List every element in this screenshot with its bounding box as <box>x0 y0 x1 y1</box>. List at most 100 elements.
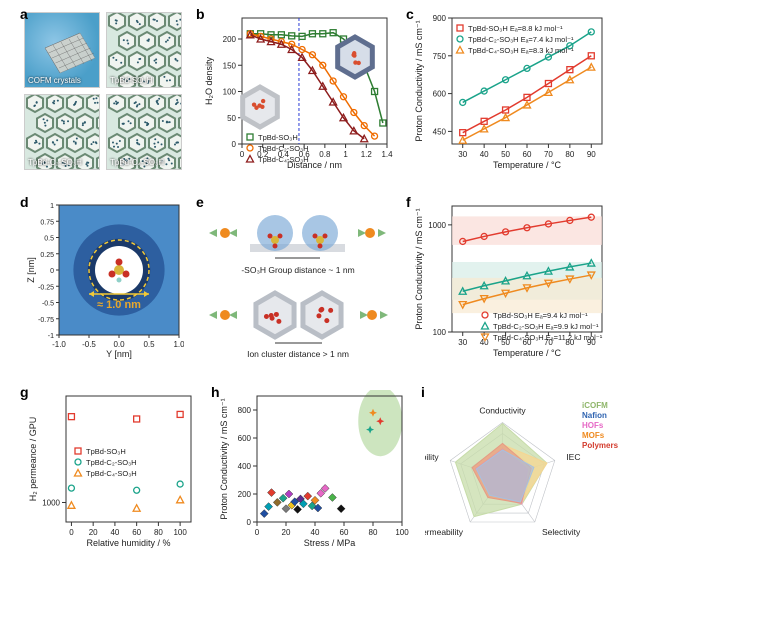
svg-text:TpBd-C₂-SO₃H: TpBd-C₂-SO₃H <box>86 458 137 467</box>
svg-text:H₂O density: H₂O density <box>204 56 214 105</box>
svg-text:0: 0 <box>50 268 54 275</box>
svg-text:Selectivity: Selectivity <box>542 527 581 537</box>
svg-text:0.25: 0.25 <box>40 252 54 259</box>
svg-text:TpBd-C₂-SO₃H Eₐ=7.4 kJ mol⁻¹: TpBd-C₂-SO₃H Eₐ=7.4 kJ mol⁻¹ <box>468 35 574 44</box>
panel-label-d: d <box>20 194 29 210</box>
panel-e: -SO₃H Group distance ~ 1 nmIon cluster d… <box>200 200 395 360</box>
svg-text:100: 100 <box>223 88 237 97</box>
svg-text:H₂ permeance / GPU: H₂ permeance / GPU <box>28 417 38 502</box>
tile-label: TpBd-C₂-SO₃H <box>28 158 82 167</box>
panel-label-e: e <box>196 194 204 210</box>
svg-text:TpBd-C₄-SO₃H Eₐ=8.3 kJ mol⁻¹: TpBd-C₄-SO₃H Eₐ=8.3 kJ mol⁻¹ <box>468 46 574 55</box>
svg-text:450: 450 <box>433 127 447 136</box>
svg-text:Stability: Stability <box>425 452 439 462</box>
panel-f: 304050607080901001000Temperature / °CPro… <box>410 200 610 360</box>
svg-text:50: 50 <box>501 150 510 159</box>
svg-text:900: 900 <box>433 14 447 23</box>
panel-label-b: b <box>196 6 205 22</box>
svg-text:150: 150 <box>223 61 237 70</box>
svg-text:40: 40 <box>110 528 119 537</box>
svg-text:1: 1 <box>343 150 348 159</box>
svg-text:TpBd-C₄-SO₃H: TpBd-C₄-SO₃H <box>258 155 309 164</box>
svg-text:50: 50 <box>227 114 236 123</box>
svg-text:100: 100 <box>433 328 447 337</box>
svg-text:TpBd-SO₃H: TpBd-SO₃H <box>258 133 298 142</box>
svg-text:-0.5: -0.5 <box>82 340 96 349</box>
svg-text:20: 20 <box>89 528 98 537</box>
svg-text:0.5: 0.5 <box>44 236 54 243</box>
svg-text:Stress / MPa: Stress / MPa <box>304 538 356 548</box>
svg-text:80: 80 <box>565 150 574 159</box>
panel-d: ≈ 1.0 nm-1.0-0.50.00.51.0-1-0.75-0.5-0.2… <box>24 200 184 360</box>
svg-text:1: 1 <box>50 203 54 210</box>
svg-text:0.75: 0.75 <box>40 219 54 226</box>
svg-text:iCOFM: iCOFM <box>582 401 608 410</box>
svg-text:70: 70 <box>544 150 553 159</box>
svg-text:0.5: 0.5 <box>143 340 155 349</box>
svg-text:-0.25: -0.25 <box>38 284 54 291</box>
svg-text:TpBd-SO₃H Eₐ=9.4 kJ mol⁻¹: TpBd-SO₃H Eₐ=9.4 kJ mol⁻¹ <box>493 311 588 320</box>
svg-text:TpBd-C₂-SO₃H: TpBd-C₂-SO₃H <box>258 144 309 153</box>
svg-text:TpBd-C₄-SO₃H Eₐ=11.2 kJ mol⁻: TpBd-C₄-SO₃H Eₐ=11.2 kJ mol⁻¹ <box>493 333 603 342</box>
svg-text:-1.0: -1.0 <box>52 340 66 349</box>
svg-text:600: 600 <box>433 90 447 99</box>
svg-text:Proton Conductivity / mS cm⁻¹: Proton Conductivity / mS cm⁻¹ <box>219 398 229 519</box>
svg-text:80: 80 <box>154 528 163 537</box>
svg-text:20: 20 <box>282 528 291 537</box>
svg-text:≈ 1.0 nm: ≈ 1.0 nm <box>97 299 141 311</box>
svg-text:200: 200 <box>223 35 237 44</box>
svg-text:0: 0 <box>232 140 237 149</box>
svg-text:60: 60 <box>340 528 349 537</box>
panel-c: 30405060708090450600750900Temperature / … <box>410 12 610 172</box>
panel-h: This work0204060801000200400600800Stress… <box>215 390 410 550</box>
panel-label-g: g <box>20 384 29 400</box>
svg-text:60: 60 <box>523 150 532 159</box>
svg-text:Polymers: Polymers <box>582 441 619 450</box>
svg-text:30: 30 <box>458 338 467 347</box>
svg-text:TpBd-C₂-SO₃H Eₐ=9.9 kJ mol⁻¹: TpBd-C₂-SO₃H Eₐ=9.9 kJ mol⁻¹ <box>493 322 599 331</box>
svg-text:TpBd-SO₃H: TpBd-SO₃H <box>86 447 126 456</box>
panel-label-a: a <box>20 6 28 22</box>
svg-text:0: 0 <box>247 518 252 527</box>
svg-text:-0.75: -0.75 <box>38 317 54 324</box>
svg-text:30: 30 <box>458 150 467 159</box>
svg-text:Y [nm]: Y [nm] <box>106 349 132 359</box>
svg-text:HOFs: HOFs <box>582 421 604 430</box>
svg-text:0: 0 <box>240 150 245 159</box>
svg-text:40: 40 <box>311 528 320 537</box>
svg-text:-1: -1 <box>48 333 54 340</box>
svg-text:750: 750 <box>433 52 447 61</box>
svg-text:-SO₃H Group distance ~ 1 nm: -SO₃H Group distance ~ 1 nm <box>241 265 354 275</box>
tile-label: TpBd-SO₃H <box>110 76 152 85</box>
svg-text:-0.5: -0.5 <box>42 301 54 308</box>
svg-text:TpBd-C₄-SO₃H: TpBd-C₄-SO₃H <box>86 469 137 478</box>
panel-i: ConductivityIECSelectivityPermeabilitySt… <box>425 390 620 555</box>
svg-text:Temperature / °C: Temperature / °C <box>493 348 562 358</box>
svg-text:1.2: 1.2 <box>361 150 373 159</box>
tile-label: TpBd-C₄-SO₃H <box>110 158 164 167</box>
svg-text:Proton Conductivity / mS cm⁻¹: Proton Conductivity / mS cm⁻¹ <box>414 208 424 329</box>
svg-text:200: 200 <box>238 490 252 499</box>
tile-1: TpBd-SO₃H <box>106 12 182 88</box>
svg-text:1000: 1000 <box>42 498 60 507</box>
svg-text:0: 0 <box>69 528 74 537</box>
panel-label-c: c <box>406 6 414 22</box>
panel-a: COFM crystals TpBd-SO₃H TpBd-C₂-SO₃H TpBd-C… <box>24 12 184 172</box>
svg-text:400: 400 <box>238 462 252 471</box>
svg-text:1.4: 1.4 <box>381 150 393 159</box>
svg-text:100: 100 <box>395 528 409 537</box>
svg-text:Temperature / °C: Temperature / °C <box>493 160 562 170</box>
tile-label: COFM crystals <box>28 76 81 85</box>
svg-text:Nafion: Nafion <box>582 411 607 420</box>
panel-g: 0204060801001000TpBd-SO₃HTpBd-C₂-SO₃HTpB… <box>24 390 199 550</box>
svg-text:0.0: 0.0 <box>113 340 125 349</box>
svg-text:0.8: 0.8 <box>319 150 331 159</box>
svg-text:Relative humidity / %: Relative humidity / % <box>86 538 170 548</box>
svg-text:600: 600 <box>238 434 252 443</box>
panel-label-f: f <box>406 194 411 210</box>
svg-text:MOFs: MOFs <box>582 431 605 440</box>
svg-text:TpBd-SO₃H Eₐ=8.8 kJ mol⁻¹: TpBd-SO₃H Eₐ=8.8 kJ mol⁻¹ <box>468 24 563 33</box>
svg-text:Z [nm]: Z [nm] <box>26 257 36 283</box>
panel-label-h: h <box>211 384 220 400</box>
svg-text:100: 100 <box>173 528 187 537</box>
